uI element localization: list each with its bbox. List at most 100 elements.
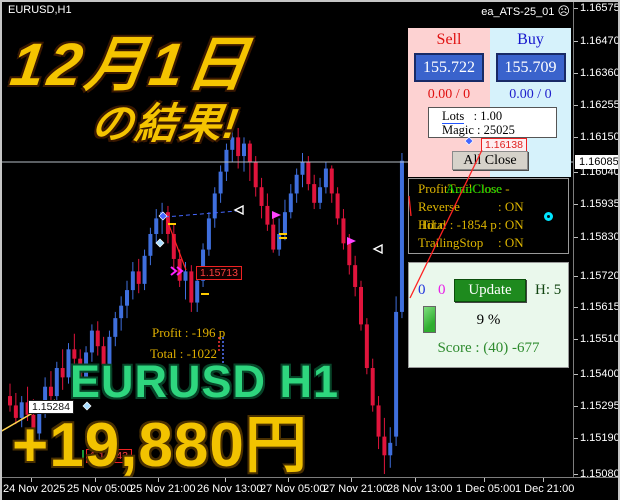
candle-body xyxy=(353,265,358,287)
price-tick-label: 1.16575 xyxy=(580,2,620,14)
candle-body xyxy=(195,280,200,303)
dash-marker xyxy=(168,223,176,225)
progress-bar xyxy=(423,306,436,333)
ea-status-icon[interactable]: ☹ xyxy=(557,4,570,18)
candle-body xyxy=(66,349,71,378)
count-blue: 0 xyxy=(418,282,426,298)
candle-body xyxy=(206,218,211,250)
candle-body xyxy=(43,386,48,412)
candle-body xyxy=(312,184,317,203)
candle-body xyxy=(142,255,147,284)
candle-body xyxy=(95,330,100,347)
time-axis[interactable]: 24 Nov 2025 25 Nov 05:00 25 Nov 21:00 26 No… xyxy=(0,478,620,500)
ea-name-label[interactable]: ea_ATS-25_01 ☹ xyxy=(481,4,570,18)
candle-body xyxy=(125,290,129,306)
price-tick-label: 1.15295 xyxy=(580,400,620,412)
chart-price-tag: 1.15713 xyxy=(196,266,242,280)
candle-body xyxy=(54,368,59,397)
entry-price-tag: 1.16138 xyxy=(481,138,527,152)
all-close-button[interactable]: All Close xyxy=(452,151,528,170)
time-tick xyxy=(543,478,544,482)
candle-body xyxy=(78,358,83,378)
price-tick-label: 1.15510 xyxy=(580,333,620,345)
price-tick-label: 1.15830 xyxy=(580,231,620,243)
axis-divider xyxy=(0,477,620,478)
price-tick xyxy=(574,339,578,340)
price-tick xyxy=(574,406,578,407)
candle-body xyxy=(253,162,258,188)
candle-body xyxy=(300,162,305,175)
candle-body xyxy=(242,143,246,157)
status-line-profit-trail: ProfitTrailClose - AutoClose xyxy=(418,181,510,196)
candle-body xyxy=(201,249,206,281)
candle-body xyxy=(370,368,375,406)
sell-price-button[interactable]: 155.722 xyxy=(414,53,484,82)
autoclose-label: AutoClose xyxy=(446,181,502,196)
candle-body xyxy=(72,349,77,359)
profit-note: Profit : -196 p xyxy=(152,325,226,340)
price-tick xyxy=(574,73,578,74)
chevrons-marker xyxy=(170,266,184,276)
candle-body xyxy=(212,193,217,219)
current-price-box: 1.16085 xyxy=(575,155,619,169)
time-tick-label: 27 Nov 05:00 xyxy=(260,483,326,495)
trade-diamond-marker xyxy=(82,401,92,411)
trade-diamond-marker xyxy=(158,211,168,221)
power-ring-icon[interactable] xyxy=(544,212,553,221)
price-tick xyxy=(574,204,578,205)
headline-result-banner: の結果! xyxy=(88,100,243,147)
candle-body xyxy=(247,143,252,163)
candle-body xyxy=(318,187,323,203)
candle-body xyxy=(224,149,229,172)
price-tick-label: 1.15400 xyxy=(580,368,620,380)
buy-label: Buy xyxy=(517,31,544,48)
candle-body xyxy=(399,160,404,312)
price-tick-label: 1.16150 xyxy=(580,131,620,143)
price-tick xyxy=(574,8,578,9)
buy-price-button[interactable]: 155.709 xyxy=(495,53,566,82)
price-tick xyxy=(574,374,578,375)
candle-body xyxy=(19,402,24,418)
profit-banner: +19,880円 xyxy=(12,411,308,480)
exit-triangle-marker xyxy=(372,243,383,255)
price-tick xyxy=(574,474,578,475)
candle-body xyxy=(282,212,287,234)
status-panel: ProfitTrailClose - AutoClose Reverse: ON … xyxy=(408,178,569,254)
candle-body xyxy=(113,318,118,337)
scale-divider xyxy=(573,0,574,477)
price-tick-label: 1.15935 xyxy=(580,198,620,210)
candle-body xyxy=(376,405,381,437)
time-tick xyxy=(95,478,96,482)
price-tick-label: 1.16360 xyxy=(580,67,620,79)
candle-body xyxy=(89,330,94,353)
total-pips-label: Total : -1854 p xyxy=(420,217,497,232)
price-tick xyxy=(574,237,578,238)
candle-body xyxy=(341,218,346,244)
candle-body xyxy=(148,233,153,256)
candle-body xyxy=(271,224,276,250)
update-button[interactable]: Update xyxy=(454,279,526,302)
candle-body xyxy=(359,286,363,325)
candle-body xyxy=(31,414,36,434)
exit-triangle-marker xyxy=(233,204,244,216)
candle-body xyxy=(107,336,112,365)
price-tick xyxy=(574,137,578,138)
candle-body xyxy=(183,271,188,281)
price-scale[interactable]: 1.16575 1.16470 1.16360 1.16255 1.16150 1.160… xyxy=(574,0,620,480)
update-panel: 0 0 Update H: 5 9 % Score : (40) -677 xyxy=(408,262,569,368)
candle-body xyxy=(259,187,264,206)
percent-label: 9 % xyxy=(476,312,501,328)
candle-body xyxy=(136,271,141,284)
status-line-trailing: TrailingStop: ON xyxy=(418,235,524,250)
time-tick-label: 25 Nov 21:00 xyxy=(130,483,196,495)
time-tick xyxy=(351,478,352,482)
candle-body xyxy=(101,346,106,365)
candle-body xyxy=(236,137,241,157)
time-tick xyxy=(484,478,485,482)
chart-symbol-label: EURUSD,H1 xyxy=(8,4,72,16)
candle-body xyxy=(119,305,124,319)
candle-body xyxy=(306,162,311,185)
candle-body xyxy=(37,411,42,434)
candle-body xyxy=(84,352,89,378)
